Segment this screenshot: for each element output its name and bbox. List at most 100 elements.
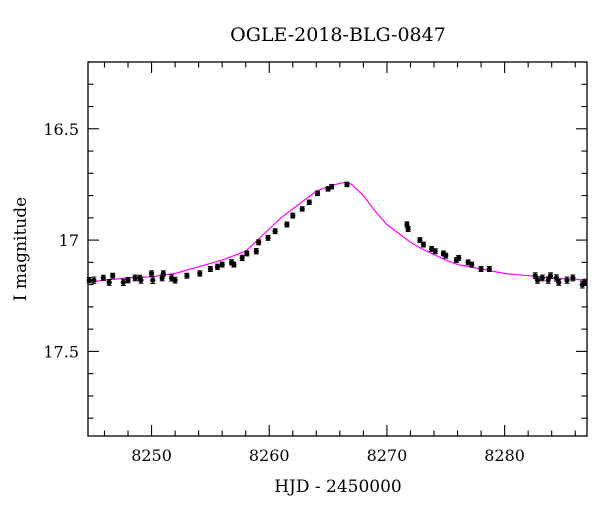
- data-marker: [478, 266, 484, 272]
- data-point: [253, 248, 259, 255]
- model-curve: [87, 181, 588, 283]
- data-marker: [306, 199, 312, 205]
- data-marker: [256, 239, 262, 245]
- data-point: [534, 276, 541, 284]
- data-marker: [564, 277, 570, 283]
- y-tick-label: 16.5: [43, 120, 79, 139]
- data-marker: [443, 253, 449, 259]
- x-tick-label: 8280: [484, 446, 525, 465]
- data-marker: [125, 277, 131, 283]
- data-marker: [329, 184, 335, 190]
- data-point: [138, 276, 144, 284]
- axis-ticks: [88, 61, 587, 436]
- data-marker: [290, 213, 296, 219]
- data-marker: [239, 255, 245, 261]
- data-marker: [547, 273, 554, 279]
- data-marker: [299, 206, 305, 212]
- data-marker: [148, 270, 155, 277]
- data-marker: [120, 279, 126, 285]
- data-point: [231, 261, 237, 268]
- data-point: [432, 248, 438, 255]
- data-marker: [253, 248, 259, 254]
- data-marker: [172, 277, 178, 283]
- data-marker: [570, 275, 576, 281]
- data-marker: [244, 250, 250, 257]
- data-marker: [138, 277, 144, 283]
- data-point: [172, 276, 178, 284]
- data-point: [244, 250, 250, 257]
- data-point: [91, 276, 97, 284]
- data-marker: [417, 237, 423, 243]
- data-point: [443, 252, 449, 259]
- data-point: [486, 266, 492, 272]
- data-point: [547, 272, 554, 280]
- data-point: [214, 263, 221, 270]
- data-point: [110, 272, 116, 279]
- data-marker: [106, 279, 112, 285]
- data-marker: [556, 279, 562, 285]
- data-point: [197, 270, 203, 277]
- data-marker: [214, 264, 221, 270]
- plot-frame: [87, 61, 588, 437]
- data-marker: [91, 277, 97, 283]
- data-point: [148, 270, 155, 277]
- data-marker: [469, 261, 475, 268]
- data-marker: [100, 275, 106, 281]
- data-point: [106, 278, 112, 286]
- data-marker: [207, 266, 213, 272]
- data-point: [265, 234, 271, 241]
- data-marker: [272, 228, 278, 234]
- data-point: [120, 278, 126, 287]
- data-marker: [534, 277, 541, 283]
- data-marker: [539, 275, 545, 281]
- data-marker: [132, 275, 138, 281]
- data-points: [86, 181, 588, 289]
- data-marker: [231, 261, 237, 268]
- data-marker: [265, 235, 271, 241]
- data-point: [469, 261, 475, 268]
- data-point: [404, 221, 410, 228]
- data-marker: [456, 255, 462, 261]
- x-axis-label: HJD - 2450000: [274, 477, 402, 497]
- data-point: [344, 181, 350, 188]
- data-point: [420, 241, 427, 248]
- data-marker: [582, 279, 588, 285]
- data-marker: [184, 273, 190, 279]
- axis-tick-labels: 8250 8260 8270 8280 16.5 17 17.5: [43, 120, 525, 465]
- model-layer: [87, 181, 588, 283]
- data-marker: [314, 190, 321, 196]
- x-tick-label: 8250: [131, 446, 172, 465]
- data-marker: [160, 270, 166, 277]
- y-axis-label: I magnitude: [11, 197, 31, 301]
- data-marker: [219, 261, 225, 268]
- data-point: [564, 276, 570, 284]
- data-point: [239, 254, 245, 262]
- data-marker: [420, 241, 427, 248]
- data-point: [132, 274, 138, 282]
- data-point: [284, 221, 290, 228]
- data-point: [456, 254, 462, 261]
- data-point: [539, 274, 545, 282]
- data-point: [150, 276, 156, 285]
- data-point: [160, 270, 166, 277]
- data-point: [184, 272, 190, 279]
- data-marker: [344, 181, 350, 188]
- data-point: [570, 274, 576, 282]
- data-point: [478, 266, 484, 272]
- x-tick-label: 8260: [249, 446, 290, 465]
- data-marker: [284, 221, 290, 228]
- data-marker: [404, 221, 410, 228]
- data-marker: [486, 266, 492, 272]
- data-marker: [110, 273, 116, 279]
- data-point: [219, 261, 225, 268]
- y-tick-label: 17: [59, 231, 79, 250]
- data-point: [405, 226, 411, 232]
- data-point: [207, 266, 213, 272]
- chart-title: OGLE-2018-BLG-0847: [230, 24, 446, 46]
- data-marker: [150, 277, 156, 283]
- data-point: [272, 228, 278, 235]
- data-point: [329, 183, 335, 190]
- data-point: [314, 190, 321, 197]
- data-marker: [432, 248, 438, 254]
